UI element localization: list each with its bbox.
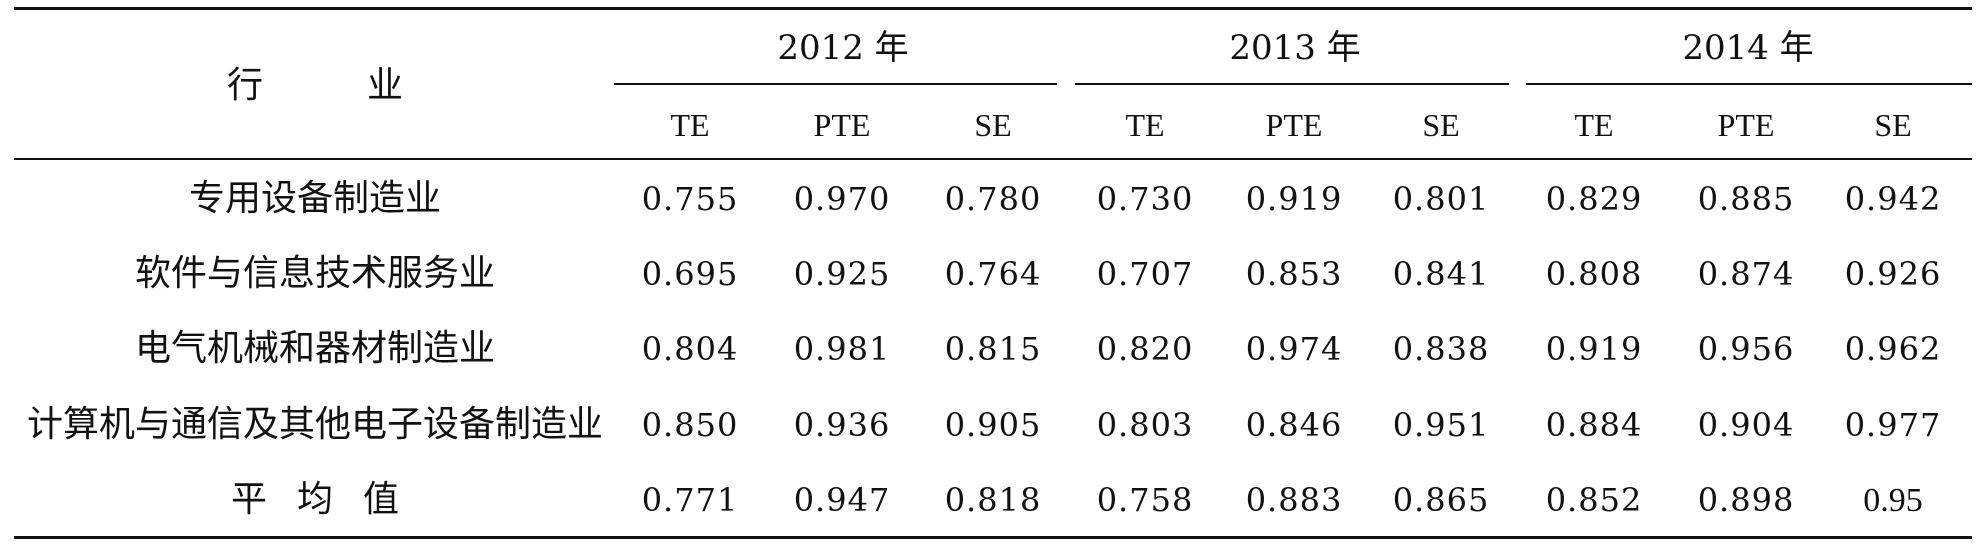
table-cell: 0.919	[1545, 330, 1643, 368]
average-label: 平均值	[231, 482, 399, 518]
metric-header-se: SE	[1422, 107, 1460, 143]
average-cell: 0.865	[1392, 481, 1490, 519]
table-cell: 0.755	[641, 180, 739, 218]
table-cell: 0.956	[1697, 330, 1795, 368]
average-cell: 0.898	[1697, 481, 1795, 519]
industry-name: 计算机与通信及其他电子设备制造业	[26, 404, 604, 445]
table-cell: 0.885	[1697, 180, 1795, 218]
average-label-char: 值	[363, 479, 400, 520]
table-cell: 0.919	[1245, 180, 1343, 218]
header-rule	[14, 158, 1972, 160]
table-cell: 0.942	[1844, 180, 1942, 218]
average-label-char: 均	[296, 479, 334, 520]
year-2012-rule	[614, 83, 1057, 85]
table-cell: 0.977	[1844, 406, 1942, 444]
industry-name: 专用设备制造业	[188, 178, 442, 219]
table-cell: 0.801	[1392, 180, 1490, 218]
table-cell: 0.780	[944, 180, 1042, 218]
table-cell: 0.926	[1844, 255, 1942, 293]
table-cell: 0.829	[1545, 180, 1643, 218]
table-cell: 0.838	[1392, 330, 1490, 368]
year-2014-rule	[1526, 83, 1972, 85]
average-cell: 0.758	[1096, 481, 1194, 519]
table-cell: 0.804	[641, 330, 739, 368]
table-cell: 0.974	[1245, 330, 1343, 368]
metric-header-se: SE	[974, 107, 1012, 143]
table-cell: 0.846	[1245, 406, 1343, 444]
average-cell: 0.95	[1863, 482, 1923, 519]
table-cell: 0.905	[944, 406, 1042, 444]
table-cell: 0.695	[641, 255, 739, 293]
table-cell: 0.707	[1096, 255, 1194, 293]
industry-header-char-2: 业	[367, 65, 404, 106]
average-cell: 0.947	[793, 481, 891, 519]
industry-header-char-1: 行	[226, 65, 263, 106]
average-cell: 0.852	[1545, 481, 1643, 519]
table-cell: 0.970	[793, 180, 891, 218]
table-cell: 0.815	[944, 330, 1042, 368]
table-cell: 0.841	[1392, 255, 1490, 293]
table-cell: 0.925	[793, 255, 891, 293]
metric-header-te: TE	[670, 107, 710, 143]
table-cell: 0.808	[1545, 255, 1643, 293]
metric-header-te: TE	[1125, 107, 1165, 143]
metric-header-se: SE	[1874, 107, 1912, 143]
table-cell: 0.730	[1096, 180, 1194, 218]
bottom-rule	[14, 536, 1972, 539]
top-rule	[14, 7, 1972, 10]
table-cell: 0.764	[944, 255, 1042, 293]
metric-header-pte: PTE	[1717, 107, 1775, 143]
average-cell: 0.883	[1245, 481, 1343, 519]
industry-header: 行业	[227, 68, 403, 104]
average-cell: 0.771	[641, 481, 739, 519]
year-header-2012: 2012 年	[777, 28, 909, 68]
table-cell: 0.850	[641, 406, 739, 444]
year-header-2013: 2013 年	[1229, 28, 1361, 68]
table-cell: 0.951	[1392, 406, 1490, 444]
average-label-char: 平	[230, 479, 267, 520]
table-cell: 0.803	[1096, 406, 1194, 444]
table-cell: 0.936	[793, 406, 891, 444]
year-header-2014: 2014 年	[1682, 28, 1814, 68]
table-cell: 0.820	[1096, 330, 1194, 368]
metric-header-pte: PTE	[1265, 107, 1323, 143]
table-cell: 0.962	[1844, 330, 1942, 368]
industry-name: 软件与信息技术服务业	[134, 253, 496, 294]
industry-name: 电气机械和器材制造业	[134, 328, 496, 369]
table-cell: 0.853	[1245, 255, 1343, 293]
average-cell: 0.818	[944, 481, 1042, 519]
metric-header-pte: PTE	[813, 107, 871, 143]
metric-header-te: TE	[1574, 107, 1614, 143]
year-2013-rule	[1075, 83, 1509, 85]
table-cell: 0.874	[1697, 255, 1795, 293]
table-cell: 0.884	[1545, 406, 1643, 444]
table-cell: 0.904	[1697, 406, 1795, 444]
table-cell: 0.981	[793, 330, 891, 368]
